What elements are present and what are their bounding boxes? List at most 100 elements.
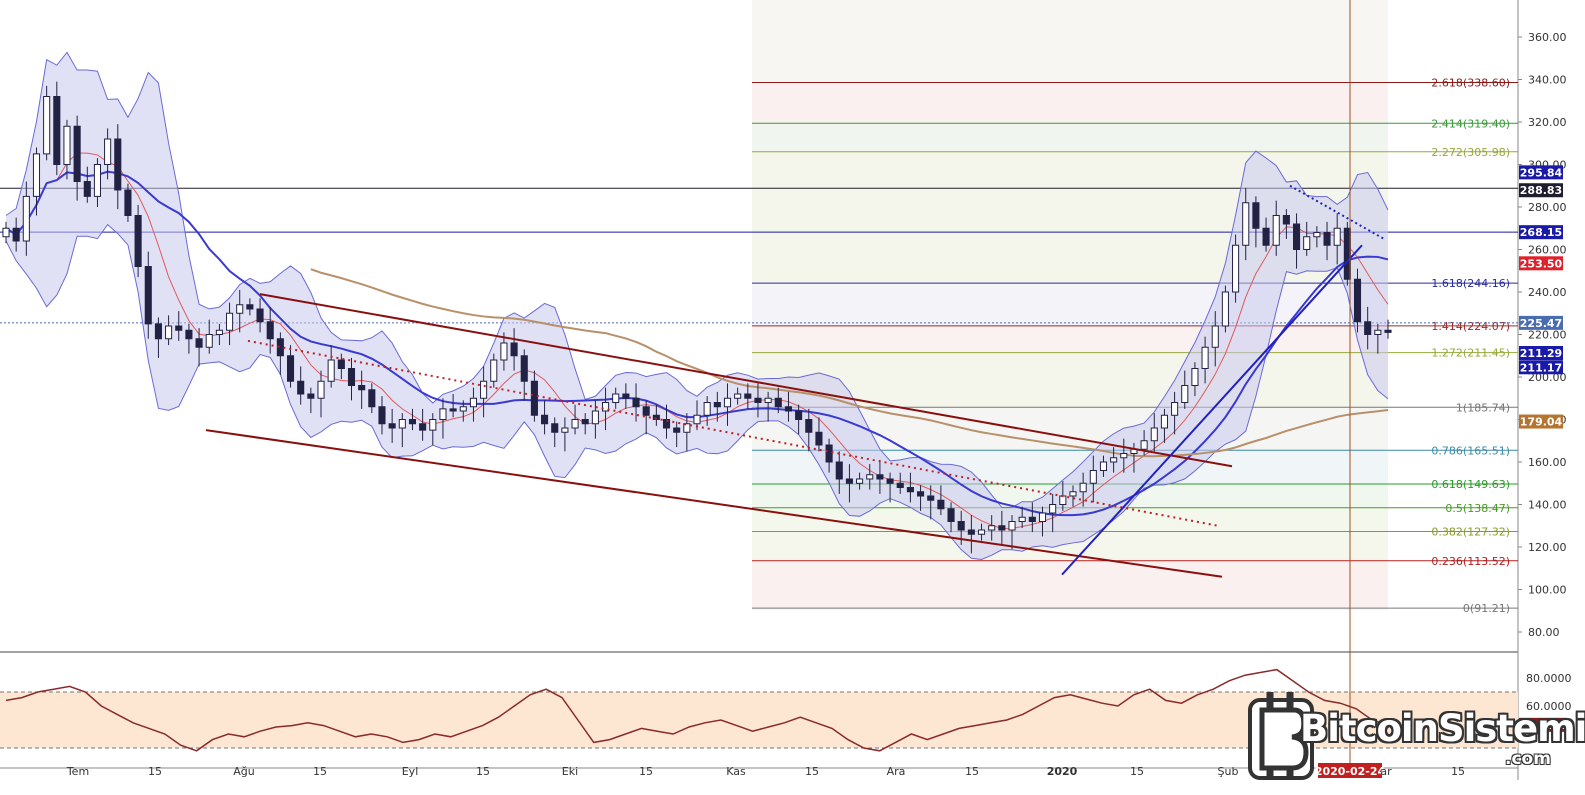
- candle: [520, 355, 528, 382]
- rsi-value-tag: [1519, 717, 1567, 732]
- price-tag-label: 211.29: [1520, 347, 1562, 360]
- candle: [673, 427, 681, 433]
- x-tick-label: ar: [1380, 765, 1392, 778]
- rsi-value-label: 46.5471: [1518, 719, 1568, 732]
- candle: [1099, 461, 1108, 471]
- candle: [825, 444, 833, 463]
- y-tick-label: 140.00: [1528, 499, 1567, 512]
- x-tick-label: Eyl: [402, 765, 419, 778]
- candle: [784, 406, 793, 412]
- candle: [581, 419, 589, 425]
- candle: [1303, 236, 1311, 250]
- candle: [1171, 402, 1179, 416]
- candle: [1160, 414, 1168, 429]
- x-tick-label: 15: [148, 765, 162, 778]
- x-tick-label: 15: [965, 765, 979, 778]
- candle: [1221, 291, 1229, 327]
- fib-label: 0(91.21): [1463, 602, 1510, 615]
- date-cursor-tag: [1318, 763, 1382, 778]
- candle: [856, 478, 864, 484]
- candle: [1181, 385, 1189, 403]
- price-tag: [1519, 225, 1563, 240]
- candle: [601, 402, 610, 412]
- candle: [896, 482, 904, 488]
- candle: [703, 402, 711, 416]
- candle: [591, 410, 599, 425]
- y-tick-label: 320.00: [1528, 116, 1567, 129]
- candle: [662, 419, 671, 429]
- price-tag-label: 268.15: [1520, 226, 1562, 239]
- moving-average-long: [310, 268, 1389, 458]
- candle: [967, 529, 975, 535]
- candle: [693, 414, 701, 425]
- candle: [977, 529, 986, 535]
- candle: [1140, 440, 1148, 450]
- candle: [388, 423, 396, 429]
- rsi-y-tick-label: 60.0000: [1526, 700, 1572, 713]
- candle: [419, 423, 427, 431]
- candle: [134, 215, 142, 267]
- date-cursor-label: 2020-02-24: [1315, 765, 1386, 778]
- candle: [215, 329, 223, 335]
- uptrend-line: [1061, 244, 1363, 576]
- fib-label: 1(185.74): [1456, 401, 1510, 414]
- y-tick-label: 80.00: [1528, 626, 1560, 639]
- candle: [734, 393, 742, 399]
- price-tag: [1519, 183, 1563, 198]
- candle: [429, 419, 437, 431]
- candle: [195, 338, 203, 348]
- candle: [551, 423, 559, 433]
- candle: [378, 406, 386, 425]
- candle: [1323, 232, 1331, 246]
- candle: [1049, 504, 1057, 514]
- fib-label: 2.272(305.98): [1431, 146, 1510, 159]
- candle: [815, 431, 823, 446]
- price-tag: [1519, 360, 1563, 375]
- candle: [561, 427, 569, 433]
- candle: [1242, 202, 1250, 246]
- candle: [459, 406, 467, 412]
- candle: [175, 325, 183, 331]
- candle: [1008, 521, 1016, 531]
- price-tag: [1519, 346, 1563, 361]
- y-tick-label: 260.00: [1528, 244, 1567, 257]
- candle: [32, 153, 41, 197]
- fib-band: [752, 560, 1388, 609]
- candle: [327, 359, 335, 382]
- x-tick-label: 15: [476, 765, 490, 778]
- candle: [1374, 329, 1382, 335]
- fib-band: [752, 82, 1388, 124]
- rsi-y-tick-label: 80.0000: [1526, 672, 1572, 685]
- candle: [1262, 227, 1270, 246]
- rsi-line: [5, 668, 1389, 752]
- candle: [63, 125, 71, 165]
- candle: [114, 138, 122, 191]
- candle: [1110, 457, 1118, 463]
- candle: [246, 304, 254, 310]
- candle: [398, 419, 406, 429]
- candle: [2, 227, 10, 238]
- candle: [1232, 244, 1240, 293]
- candle: [480, 380, 488, 399]
- candle: [1079, 482, 1087, 493]
- candle: [1018, 516, 1026, 522]
- candle: [337, 359, 345, 369]
- price-tag-label: 288.83: [1520, 184, 1562, 197]
- candle: [1038, 512, 1047, 522]
- candle: [449, 408, 457, 412]
- candle: [408, 419, 417, 425]
- candle: [754, 397, 762, 403]
- candle: [165, 325, 173, 340]
- candle: [947, 508, 955, 522]
- fib-band: [752, 123, 1388, 152]
- candle: [1191, 368, 1199, 386]
- candle: [744, 393, 752, 399]
- fib-label: 0.5(138.47): [1445, 502, 1510, 515]
- candle: [490, 359, 498, 382]
- candle: [93, 164, 102, 197]
- candle: [317, 380, 325, 399]
- price-tag: [1519, 256, 1563, 271]
- x-tick-label: Ara: [887, 765, 906, 778]
